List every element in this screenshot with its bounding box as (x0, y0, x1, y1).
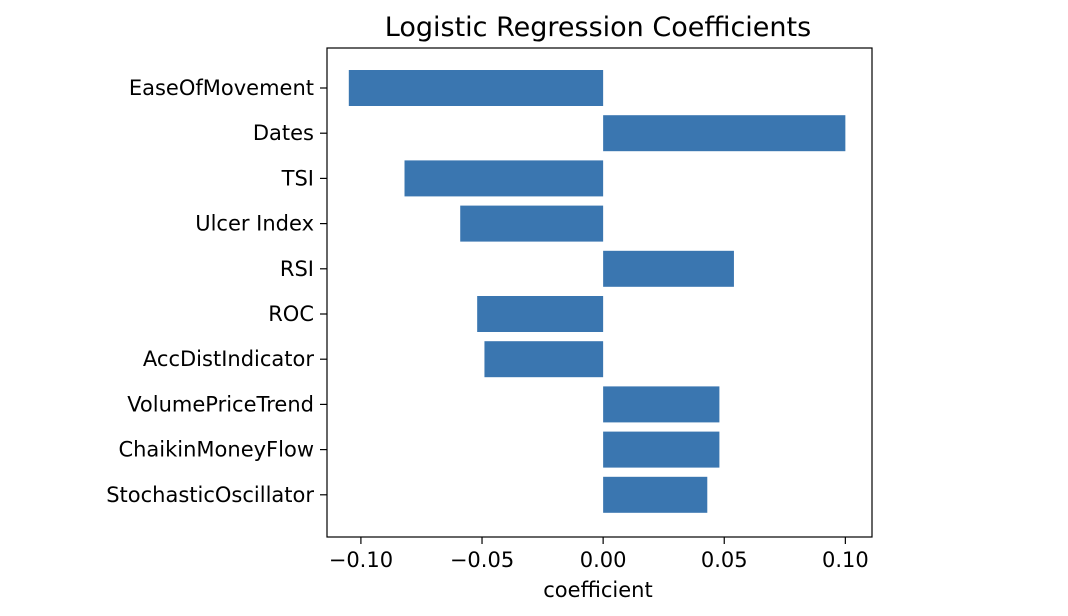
bar-rsi (603, 250, 734, 287)
y-tick-label: VolumePriceTrend (127, 392, 314, 416)
bars-layer (348, 70, 846, 513)
x-tick-label: 0.05 (701, 548, 748, 572)
y-tick-label: ChaikinMoneyFlow (118, 438, 314, 462)
x-tick-label: 0.00 (580, 548, 627, 572)
chart-title: Logistic Regression Coefficients (385, 12, 811, 43)
y-tick-label: TSI (281, 166, 314, 190)
bar-volumepricetrend (603, 386, 720, 423)
bar-stochasticoscillator (603, 476, 708, 513)
x-axis-ticks: −0.10 −0.05 0.00 0.05 0.10 (329, 537, 869, 572)
bar-accdistindicator (484, 341, 604, 378)
plot-frame (326, 47, 873, 538)
bar-roc (477, 296, 604, 332)
y-tick-label: AccDistIndicator (143, 347, 314, 371)
y-tick-label: Dates (253, 121, 314, 145)
x-tick-label: −0.10 (329, 548, 393, 572)
y-tick-label: RSI (280, 257, 314, 281)
y-tick-label: StochasticOscillator (106, 483, 314, 507)
bar-tsi (404, 160, 604, 197)
x-axis-label: coefficient (543, 578, 652, 602)
bar-dates (603, 115, 846, 152)
y-tick-label: ROC (268, 302, 314, 326)
bar-ulcer-index (460, 205, 604, 242)
bar-easeofmovement (348, 70, 604, 106)
bar-chaikinmoneyflow (603, 431, 720, 468)
x-tick-label: 0.10 (822, 548, 869, 572)
x-tick-label: −0.05 (450, 548, 514, 572)
y-tick-label: EaseOfMovement (129, 76, 314, 100)
y-axis-ticks: EaseOfMovement Dates TSI Ulcer Index RSI ROC A… (106, 76, 327, 507)
y-tick-label: Ulcer Index (195, 212, 314, 236)
